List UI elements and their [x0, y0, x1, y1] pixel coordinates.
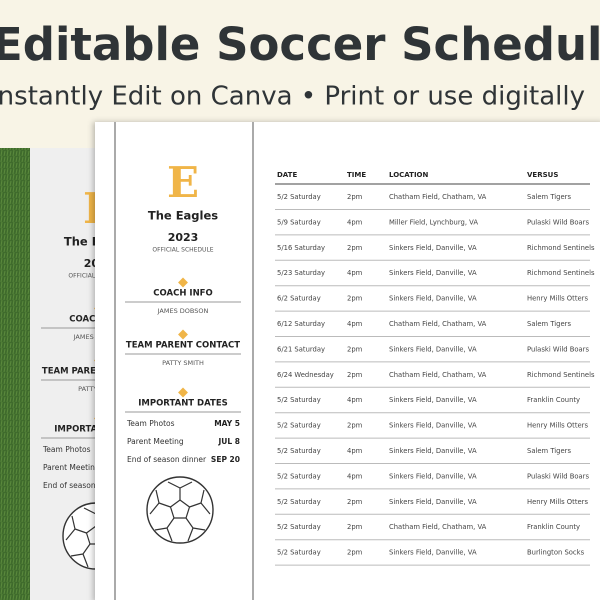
initial: E: [167, 158, 199, 207]
cell: Chatham Field, Chatham, VA: [389, 523, 487, 531]
cell: 5/16 Saturday: [277, 244, 325, 252]
cell: 5/2 Saturday: [277, 498, 321, 506]
cell: 2pm: [347, 422, 363, 430]
cell: Salem Tigers: [527, 320, 571, 328]
diamond: [178, 329, 188, 340]
cell: 4pm: [347, 320, 363, 328]
cell: Sinkers Field, Danville, VA: [389, 549, 477, 557]
cell: Pulaski Wild Boars: [527, 218, 589, 226]
cell: 2pm: [347, 244, 363, 252]
schedule-label: OFFICIAL SCHEDULE: [152, 247, 213, 254]
section-heading: TEAM PARENT CONTACT: [126, 341, 240, 351]
front-sidebar: E The Eagles 2023 OFFICIAL SCHEDULE COACH IN…: [125, 158, 241, 464]
cell: 5/2 Saturday: [277, 523, 321, 531]
column-header: VERSUS: [527, 171, 558, 179]
cell: Henry Mills Otters: [527, 295, 588, 303]
cell: 4pm: [347, 472, 363, 480]
cell: Salem Tigers: [527, 193, 571, 201]
cell: Miller Field, Lynchburg, VA: [389, 218, 478, 226]
cell: Sinkers Field, Danville, VA: [389, 396, 477, 404]
cell: Burlington Socks: [527, 549, 585, 557]
cell: 6/24 Wednesday: [277, 371, 334, 379]
section-value: PATTY SMITH: [162, 359, 204, 367]
cell: 5/2 Saturday: [277, 549, 321, 557]
cell: 4pm: [347, 269, 363, 277]
cell: 2pm: [347, 295, 363, 303]
cell: 2pm: [347, 498, 363, 506]
date-value: JUL 8: [218, 437, 241, 446]
column-header: TIME: [347, 171, 366, 179]
diamond: [178, 387, 188, 398]
cell: 6/12 Saturday: [277, 320, 325, 328]
section-heading: IMPORTANT DATES: [138, 399, 228, 409]
schedule-table: DATE TIME LOCATION VERSUS 5/2 Saturday 2pm Cha…: [275, 171, 595, 566]
cell: Sinkers Field, Danville, VA: [389, 244, 477, 252]
year: 2023: [168, 231, 199, 244]
cell: Sinkers Field, Danville, VA: [389, 295, 477, 303]
column-header: LOCATION: [389, 171, 429, 179]
cell: Chatham Field, Chatham, VA: [389, 193, 487, 201]
cell: Sinkers Field, Danville, VA: [389, 472, 477, 480]
cell: 6/2 Saturday: [277, 295, 321, 303]
section-heading: COACH INFO: [153, 289, 212, 299]
date-label: Parent Meeting: [127, 437, 184, 446]
cell: Salem Tigers: [527, 447, 571, 455]
cell: 5/2 Saturday: [277, 396, 321, 404]
title: Editable Soccer Schedule: [0, 18, 600, 71]
cell: Henry Mills Otters: [527, 422, 588, 430]
cell: 4pm: [347, 396, 363, 404]
cell: Richmond Sentinels: [527, 269, 595, 277]
cell: Richmond Sentinels: [527, 371, 595, 379]
cell: 2pm: [347, 345, 363, 353]
cell: Franklin County: [527, 396, 580, 404]
cell: 5/9 Saturday: [277, 218, 321, 226]
cell: Richmond Sentinels: [527, 244, 595, 252]
soccer-ball: [146, 476, 214, 544]
date-value: SEP 20: [211, 455, 240, 464]
cell: Franklin County: [527, 523, 580, 531]
date-label: Team Photos: [42, 445, 91, 454]
cell: 5/2 Saturday: [277, 472, 321, 480]
cell: 2pm: [347, 523, 363, 531]
diamond: [178, 277, 188, 288]
cell: Chatham Field, Chatham, VA: [389, 320, 487, 328]
date-value: MAY 5: [214, 419, 240, 428]
date-label: Parent Meeting: [43, 463, 100, 472]
date-label: Team Photos: [126, 419, 175, 428]
cell: Pulaski Wild Boars: [527, 345, 589, 353]
cell: Sinkers Field, Danville, VA: [389, 422, 477, 430]
section-value: JAMES DOBSON: [157, 307, 209, 315]
cell: 2pm: [347, 549, 363, 557]
cell: 5/2 Saturday: [277, 422, 321, 430]
cell: Sinkers Field, Danville, VA: [389, 345, 477, 353]
cell: Sinkers Field, Danville, VA: [389, 498, 477, 506]
cell: Henry Mills Otters: [527, 498, 588, 506]
cell: 5/2 Saturday: [277, 447, 321, 455]
cell: Sinkers Field, Danville, VA: [389, 269, 477, 277]
date-label: End of season dinner: [127, 455, 207, 464]
grass: [0, 148, 32, 600]
cell: Chatham Field, Chatham, VA: [389, 371, 487, 379]
cell: 2pm: [347, 371, 363, 379]
column-header: DATE: [277, 171, 297, 179]
cell: Pulaski Wild Boars: [527, 472, 589, 480]
team-name: The Eagles: [148, 209, 218, 223]
cell: 6/21 Saturday: [277, 345, 325, 353]
date-label: End of season dinner: [43, 481, 123, 490]
cell: Sinkers Field, Danville, VA: [389, 447, 477, 455]
cell: 5/23 Saturday: [277, 269, 325, 277]
subtitle: Instantly Edit on Canva • Print or use d…: [0, 82, 585, 112]
cell: 4pm: [347, 447, 363, 455]
cell: 2pm: [347, 193, 363, 201]
cell: 4pm: [347, 218, 363, 226]
cell: 5/2 Saturday: [277, 193, 321, 201]
